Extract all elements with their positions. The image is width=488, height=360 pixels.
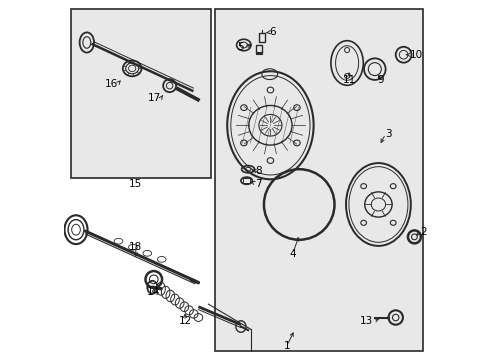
Text: 16: 16 — [104, 78, 118, 89]
Text: 12: 12 — [178, 316, 191, 326]
Text: 10: 10 — [408, 50, 422, 60]
Text: 4: 4 — [289, 249, 295, 259]
Bar — [215, 9, 422, 351]
Text: 17: 17 — [147, 93, 161, 103]
Text: 7: 7 — [255, 179, 262, 189]
Text: 14: 14 — [147, 287, 160, 297]
Text: 3: 3 — [385, 129, 391, 139]
Text: 8: 8 — [255, 166, 262, 176]
Text: 15: 15 — [129, 179, 142, 189]
Bar — [258, 33, 264, 42]
Bar — [243, 178, 250, 183]
Text: 2: 2 — [419, 227, 426, 237]
Text: 5: 5 — [237, 42, 244, 52]
Bar — [256, 45, 261, 53]
Text: 9: 9 — [377, 75, 383, 85]
Text: 13: 13 — [359, 316, 373, 326]
Text: 11: 11 — [342, 75, 356, 85]
Text: 1: 1 — [283, 341, 290, 351]
Text: 6: 6 — [268, 27, 275, 37]
Bar — [71, 9, 211, 178]
Text: 18: 18 — [129, 242, 142, 252]
Bar — [255, 52, 262, 54]
